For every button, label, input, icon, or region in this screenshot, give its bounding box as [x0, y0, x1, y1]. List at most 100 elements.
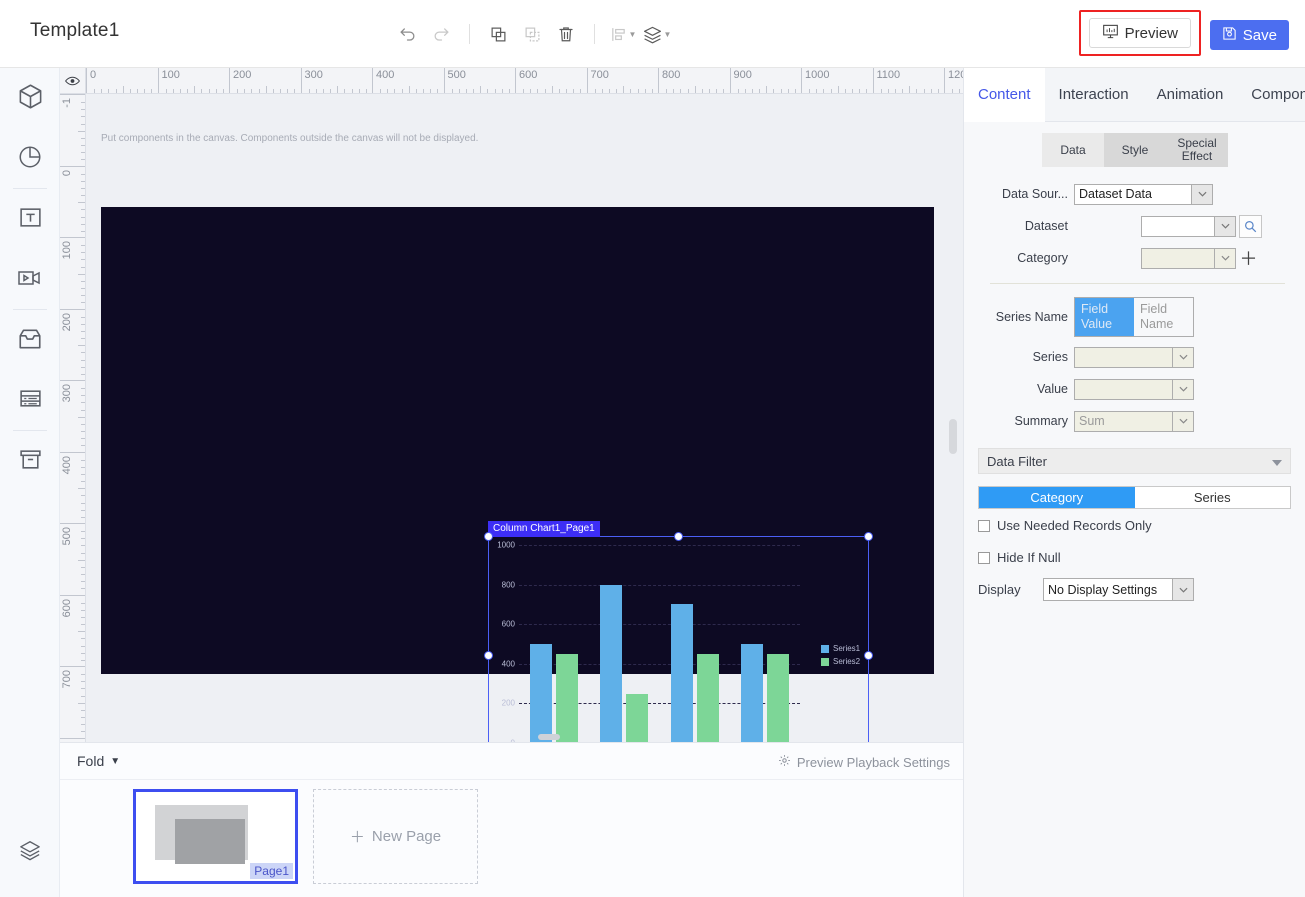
canvas-scrollbar-track[interactable]: [949, 94, 960, 742]
sidebar-item-text[interactable]: [0, 189, 60, 249]
data-source-select[interactable]: Dataset Data: [1074, 183, 1213, 205]
use-needed-records-only-checkbox[interactable]: Use Needed Records Only: [978, 518, 1305, 533]
fold-label: Fold: [77, 753, 105, 769]
canvas-scrollbar-thumb[interactable]: [949, 419, 957, 454]
tab-component[interactable]: Component: [1251, 86, 1305, 103]
chart-bar[interactable]: [626, 693, 649, 742]
chart-gridline: [519, 703, 800, 705]
subtab-data[interactable]: Data: [1042, 133, 1104, 167]
copy-icon[interactable]: [481, 18, 515, 50]
subtab-style[interactable]: Style: [1104, 133, 1166, 167]
tab-content[interactable]: Content: [964, 68, 1045, 122]
resize-handle-top-right[interactable]: [864, 532, 873, 541]
ruler-h-segment: 800: [658, 68, 730, 93]
page-thumbnail-row: Page1 ＋ New Page: [60, 789, 478, 884]
chart-bar[interactable]: [600, 584, 623, 742]
series-value: [1074, 346, 1173, 368]
resize-handle-top-left[interactable]: [484, 532, 493, 541]
chart-widget-selection[interactable]: Column Chart1_Page1 0 200 400 600 800 1000 Axi…: [484, 521, 873, 742]
new-page-button[interactable]: ＋ New Page: [313, 789, 478, 884]
display-row: Display No Display Settings: [978, 578, 1305, 601]
chevron-down-icon[interactable]: [1173, 346, 1194, 368]
preview-playback-settings-button[interactable]: Preview Playback Settings: [778, 754, 950, 770]
ruler-h-segment: 0: [86, 68, 158, 93]
use-needed-records-only-label: Use Needed Records Only: [997, 518, 1152, 533]
series-name-option-field-name[interactable]: Field Name: [1140, 302, 1174, 331]
search-icon[interactable]: [1239, 214, 1262, 238]
layer-icon[interactable]: ▼: [640, 18, 674, 50]
chart-bar-group: Axis labelB: [600, 545, 649, 742]
sidebar-item-charts[interactable]: [0, 128, 60, 188]
chart-bar[interactable]: [530, 644, 553, 742]
chart-bar[interactable]: [556, 653, 579, 742]
data-style-effect-segments: Data Style Special Effect: [1042, 133, 1228, 167]
delete-icon[interactable]: [549, 18, 583, 50]
paste-icon[interactable]: [515, 18, 549, 50]
chevron-down-icon[interactable]: [1173, 378, 1194, 400]
filter-scope-series[interactable]: Series: [1134, 487, 1290, 508]
category-select[interactable]: ＋: [1141, 245, 1258, 271]
ruler-h-segment: 400: [372, 68, 444, 93]
chevron-down-icon[interactable]: [1173, 410, 1194, 432]
plus-icon[interactable]: ＋: [1239, 249, 1258, 269]
summary-select[interactable]: Sum: [1074, 410, 1194, 432]
display-select[interactable]: No Display Settings: [1043, 578, 1194, 601]
value-value: [1074, 378, 1173, 400]
undo-icon[interactable]: [390, 18, 424, 50]
sidebar-item-layers[interactable]: [0, 821, 60, 881]
resize-handle-middle-right[interactable]: [864, 650, 873, 660]
preview-label: Preview: [1124, 24, 1178, 42]
chart-bar[interactable]: [766, 653, 789, 742]
chart-bar[interactable]: [670, 604, 693, 742]
design-canvas[interactable]: Column Chart1_Page1 0 200 400 600 800 1000 Axi…: [101, 207, 934, 742]
summary-label: Summary: [1014, 414, 1068, 428]
chevron-down-icon[interactable]: [1215, 215, 1236, 237]
sidebar-item-components[interactable]: [0, 68, 60, 128]
chevron-down-icon[interactable]: [1192, 183, 1213, 205]
page-thumbnail-page1[interactable]: Page1: [133, 789, 298, 884]
dataset-select[interactable]: [1141, 214, 1262, 238]
sidebar-item-archive[interactable]: [0, 431, 60, 491]
properties-tab-bar: Content Interaction Animation Component: [964, 68, 1305, 122]
tab-interaction[interactable]: Interaction: [1058, 86, 1129, 103]
data-filter-header[interactable]: Data Filter: [978, 448, 1291, 474]
hide-if-null-checkbox[interactable]: Hide If Null: [978, 550, 1305, 565]
sidebar-item-table[interactable]: [0, 370, 60, 430]
value-select[interactable]: [1074, 378, 1194, 400]
subtab-special-effect[interactable]: Special Effect: [1166, 133, 1228, 167]
archive-box-icon: [18, 447, 43, 475]
resize-handle-top-center[interactable]: [673, 532, 683, 541]
eye-icon[interactable]: [60, 68, 86, 94]
chart-bar[interactable]: [740, 644, 763, 742]
panel-resize-handle[interactable]: [538, 734, 560, 740]
chevron-down-icon[interactable]: [1215, 247, 1236, 269]
legend-item[interactable]: Series2: [821, 657, 860, 666]
sidebar-item-container[interactable]: [0, 310, 60, 370]
horizontal-ruler[interactable]: 0100200300400500600700800900100011001200…: [86, 68, 963, 94]
save-button[interactable]: Save: [1209, 20, 1289, 50]
fold-button[interactable]: Fold ▼: [77, 753, 120, 769]
tab-animation[interactable]: Animation: [1156, 86, 1224, 103]
preview-button[interactable]: Preview: [1088, 18, 1191, 48]
align-icon[interactable]: ▼: [606, 18, 640, 50]
series-select[interactable]: [1074, 346, 1194, 368]
page-name-label[interactable]: Page1: [250, 863, 293, 879]
playback-label: Preview Playback Settings: [796, 754, 950, 770]
redo-icon[interactable]: [424, 18, 458, 50]
data-filter-title: Data Filter: [987, 453, 1047, 469]
chevron-down-icon[interactable]: [1173, 578, 1194, 601]
filter-scope-category[interactable]: Category: [979, 487, 1135, 508]
chart-bar-group: Axis labelD: [740, 545, 789, 742]
top-toolbar: Template1 ▼: [0, 0, 1305, 68]
data-source-label: Data Sour...: [1001, 187, 1068, 201]
hide-if-null-label: Hide If Null: [997, 550, 1061, 565]
sidebar-item-media[interactable]: [0, 249, 60, 309]
resize-handle-middle-left[interactable]: [484, 650, 493, 660]
ruler-h-segment: 500: [443, 68, 516, 93]
y-axis-tick-label: 200: [501, 698, 515, 708]
legend-item[interactable]: Series1: [821, 644, 860, 653]
chart-bar[interactable]: [696, 653, 719, 742]
series-name-option-field-value[interactable]: Field Value: [1075, 298, 1134, 336]
vertical-ruler[interactable]: -10100200300400500600700800: [60, 94, 86, 742]
